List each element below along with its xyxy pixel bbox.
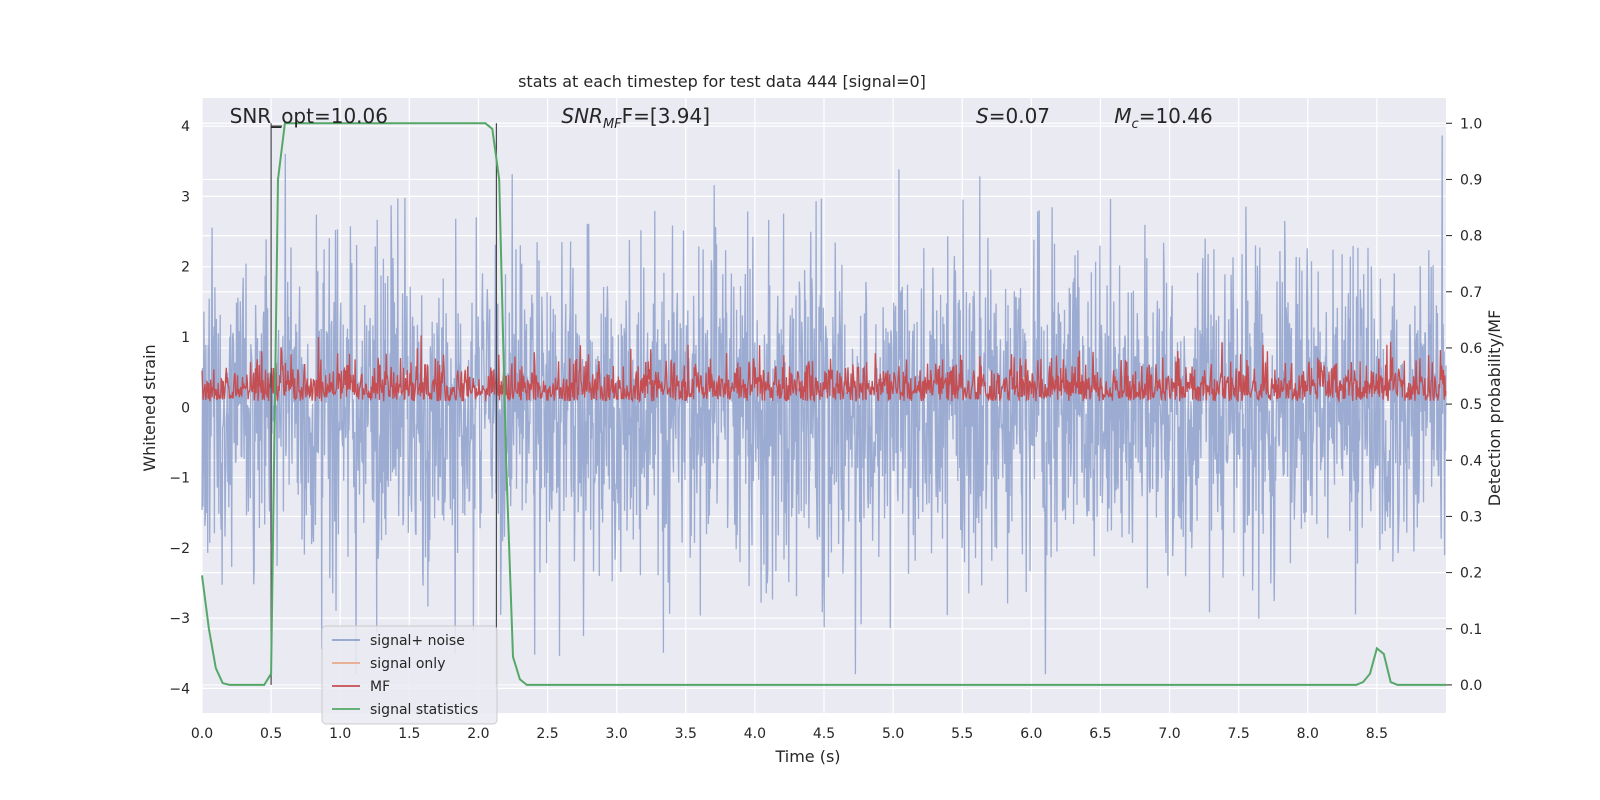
annotations: SNR_opt=10.06 SNRMFF=[3.94] S=0.07 Mc=10.46 bbox=[230, 104, 1213, 132]
y-right-tick-label: 0.1 bbox=[1460, 622, 1482, 638]
legend-label: MF bbox=[370, 679, 390, 695]
series-mf bbox=[201, 335, 1447, 404]
series-line-signal-noise bbox=[201, 135, 1447, 675]
series-signal-noise bbox=[201, 135, 1447, 675]
series-line-mf bbox=[201, 335, 1447, 404]
y-right-tick-label: 0.4 bbox=[1460, 453, 1482, 469]
y-tick-label: 0 bbox=[181, 400, 190, 416]
y-tick-label: 2 bbox=[181, 260, 190, 276]
y-right-tick-label: 1.0 bbox=[1460, 116, 1482, 132]
x-tick-label: 6.5 bbox=[1089, 726, 1111, 742]
y-tick-label: −4 bbox=[169, 681, 190, 697]
x-tick-label: 2.5 bbox=[536, 726, 558, 742]
legend-box bbox=[321, 625, 498, 725]
annotation-2: S=0.07 bbox=[976, 104, 1050, 128]
x-tick-label: 0.5 bbox=[260, 726, 282, 742]
annotation-3: Mc=10.46 bbox=[1114, 104, 1212, 132]
y-tick-label: −3 bbox=[169, 611, 190, 627]
x-tick-label: 1.0 bbox=[329, 726, 351, 742]
y-tick-label: 3 bbox=[181, 189, 190, 205]
x-tick-label: 3.0 bbox=[606, 726, 628, 742]
x-tick-label: 3.5 bbox=[675, 726, 697, 742]
x-tick-label: 7.0 bbox=[1158, 726, 1180, 742]
legend-label: signal statistics bbox=[370, 702, 478, 718]
x-tick-label: 1.5 bbox=[398, 726, 420, 742]
series-signal-statistics bbox=[201, 122, 1446, 686]
y-ticks-right: 0.0 0.1 0.2 0.3 0.4 0.5 0.6 0.7 0.8 0.9 1.0 bbox=[1446, 116, 1482, 694]
x-tick-label: 4.5 bbox=[813, 726, 835, 742]
y-right-tick-label: 0.3 bbox=[1460, 509, 1482, 525]
x-tick-label: 4.0 bbox=[744, 726, 766, 742]
y-right-tick-label: 0.6 bbox=[1460, 341, 1482, 357]
x-tick-label: 0.0 bbox=[191, 726, 213, 742]
legend-label: signal+ noise bbox=[370, 633, 465, 649]
y-right-tick-label: 0.7 bbox=[1460, 285, 1482, 301]
x-tick-label: 5.5 bbox=[951, 726, 973, 742]
x-tick-label: 7.5 bbox=[1228, 726, 1250, 742]
x-tick-label: 6.0 bbox=[1020, 726, 1042, 742]
window-markers bbox=[270, 123, 498, 685]
x-tick-label: 8.0 bbox=[1297, 726, 1319, 742]
y-right-tick-label: 0.8 bbox=[1460, 229, 1482, 245]
y-right-tick-label: 0.2 bbox=[1460, 566, 1482, 582]
x-ticks: 0.0 0.5 1.0 1.5 2.0 2.5 3.0 3.5 4.0 4.5 5.0 5.5 6.0 6… bbox=[191, 726, 1388, 742]
y-right-tick-label: 0.0 bbox=[1460, 678, 1482, 694]
y-axis-right-label: Detection probability/MF bbox=[1485, 310, 1504, 507]
annotation-1: SNRMFF=[3.94] bbox=[561, 104, 710, 132]
y-tick-label: 1 bbox=[181, 330, 190, 346]
y-ticks: −4 −3 −2 −1 0 1 2 3 4 bbox=[169, 119, 190, 697]
x-axis-label: Time (s) bbox=[774, 747, 840, 766]
series-line-signal-statistics bbox=[201, 122, 1446, 686]
y-right-tick-label: 0.5 bbox=[1460, 397, 1482, 413]
y-axis-label: Whitened strain bbox=[140, 344, 159, 471]
x-tick-label: 8.5 bbox=[1366, 726, 1388, 742]
y-tick-label: 4 bbox=[181, 119, 190, 135]
y-tick-label: −1 bbox=[169, 471, 190, 487]
chart-title: stats at each timestep for test data 444… bbox=[518, 72, 926, 91]
legend-label: signal only bbox=[370, 656, 445, 672]
legend: signal+ noise signal only MF signal statist… bbox=[321, 625, 498, 725]
y-tick-label: −2 bbox=[169, 541, 190, 557]
x-tick-label: 5.0 bbox=[882, 726, 904, 742]
x-tick-label: 2.0 bbox=[467, 726, 489, 742]
y-right-tick-label: 0.9 bbox=[1460, 172, 1482, 188]
annotation-0: SNR_opt=10.06 bbox=[230, 104, 388, 128]
